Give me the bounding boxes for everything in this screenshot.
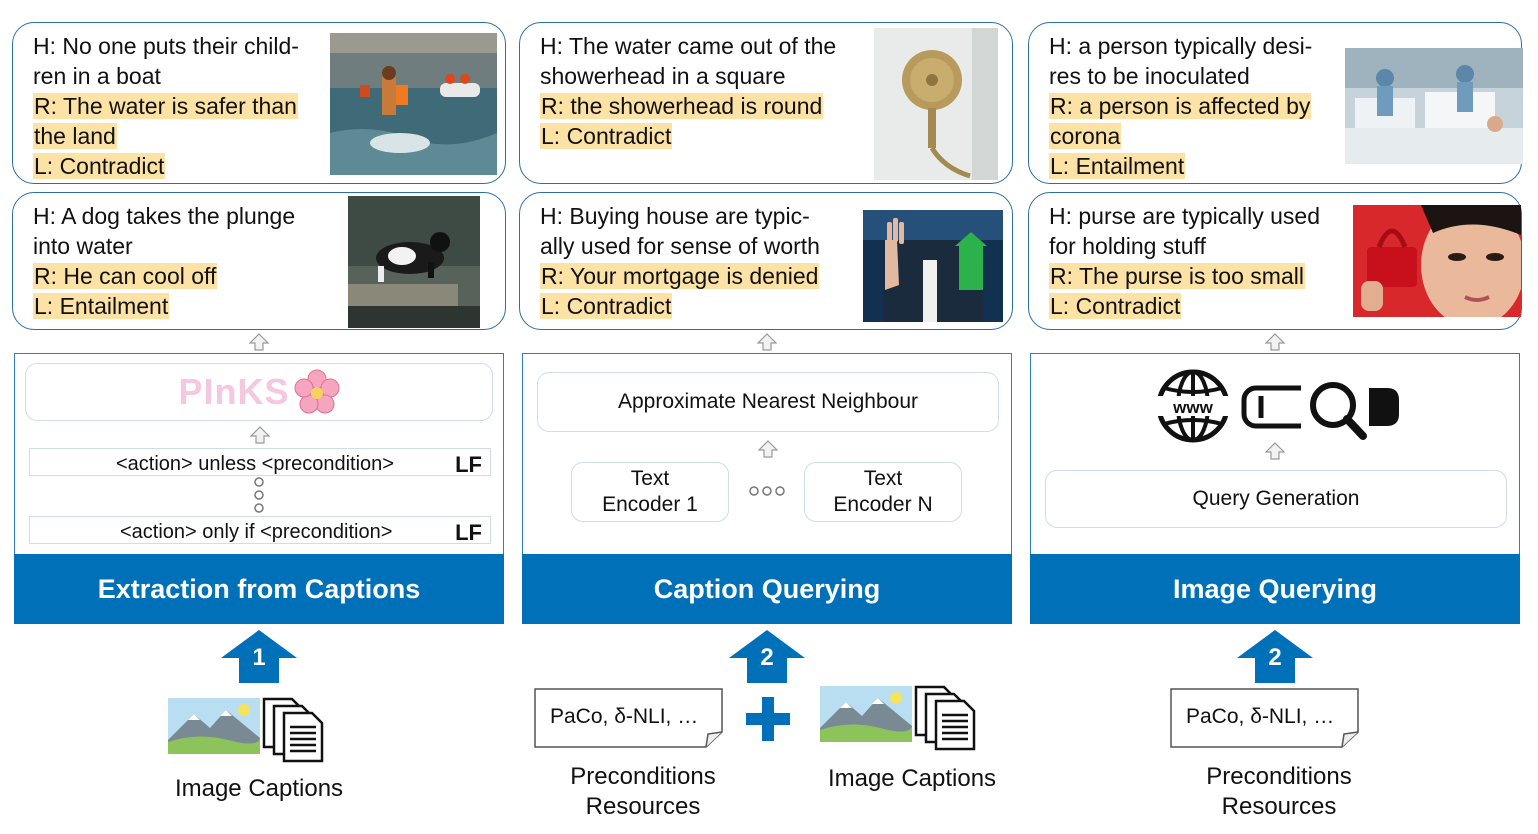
ellipsis-horizontal-icon xyxy=(749,486,785,496)
mountain-image-icon xyxy=(820,686,912,742)
hypothesis-line: for holding stuff xyxy=(1049,233,1206,259)
note-icon xyxy=(1170,688,1359,748)
lf-row-unless: <action> unless <precondition> LF xyxy=(29,448,491,477)
up-arrow-icon xyxy=(1265,333,1285,351)
hypothesis-line: H: The water came out of the xyxy=(540,33,837,59)
preconditions-resources-label: Preconditions Resources xyxy=(1206,763,1352,820)
up-arrow-icon xyxy=(1237,630,1313,683)
lf-pattern: <action> only if <precondition> xyxy=(120,521,393,543)
label-line: L: Entailment xyxy=(1049,153,1186,179)
step-arrow-3: 2 xyxy=(1235,628,1315,684)
hypothesis-line: res to be inoculated xyxy=(1049,63,1250,89)
example-card-col1-top: H: No one puts their child- ren in a boa… xyxy=(12,22,506,184)
resources-doc-text: PaCo, δ-NLI, … xyxy=(1186,705,1335,728)
example-text: H: No one puts their child- ren in a boa… xyxy=(33,31,299,181)
ann-box: Approximate Nearest Neighbour xyxy=(537,372,999,432)
hospital-ward-photo xyxy=(1345,48,1523,164)
hypothesis-line: H: a person typically desi- xyxy=(1049,33,1313,59)
encoder-label: Text xyxy=(863,467,903,490)
resources-doc-note: PaCo, δ-NLI, … xyxy=(1170,688,1360,748)
example-card-col3-bottom: H: purse are typically used for holding … xyxy=(1028,192,1522,330)
label-line: L: Contradict xyxy=(540,293,673,319)
beach-rescue-photo xyxy=(330,33,497,175)
example-text: H: Buying house are typic- ally used for… xyxy=(540,201,820,321)
hypothesis-line: into water xyxy=(33,233,133,259)
mountain-image-icon xyxy=(168,698,260,754)
example-text: H: A dog takes the plunge into water R: … xyxy=(33,201,295,321)
example-text: H: The water came out of the showerhead … xyxy=(540,31,836,151)
flower-icon xyxy=(294,369,339,414)
reason-line: R: The water is safer than xyxy=(33,93,298,119)
reason-line: corona xyxy=(1049,123,1122,149)
lf-tag: LF xyxy=(455,452,482,477)
resources-doc-text: PaCo, δ-NLI, … xyxy=(550,705,699,728)
documents-icon xyxy=(262,697,324,763)
hypothesis-line: H: No one puts their child- xyxy=(33,33,299,59)
showerhead-photo xyxy=(874,28,998,180)
up-arrow-icon xyxy=(249,333,269,351)
www-globe-icon: www xyxy=(1155,369,1231,443)
image-captions-label: Image Captions xyxy=(174,775,344,802)
svg-text:www: www xyxy=(1172,398,1213,417)
pinks-logo-box: PInKS xyxy=(25,363,493,421)
label-line: L: Contradict xyxy=(540,123,673,149)
documents-icon xyxy=(914,685,976,751)
hypothesis-line: ally used for sense of worth xyxy=(540,233,820,259)
image-querying-title-band: Image Querying xyxy=(1030,554,1520,624)
hypothesis-line: ren in a boat xyxy=(33,63,161,89)
label-line: L: Entailment xyxy=(33,293,170,319)
up-arrow-icon xyxy=(250,426,270,444)
up-arrow-icon xyxy=(758,440,778,458)
example-text: H: a person typically desi- res to be in… xyxy=(1049,31,1312,181)
step-number: 2 xyxy=(1268,644,1282,671)
hypothesis-line: H: Buying house are typic- xyxy=(540,203,810,229)
hypothesis-line: H: A dog takes the plunge xyxy=(33,203,296,229)
up-arrow-icon xyxy=(1265,442,1285,460)
caption-querying-title-band: Caption Querying xyxy=(522,554,1012,624)
lf-pattern: <action> unless <precondition> xyxy=(116,453,394,475)
encoder-label: Text xyxy=(630,467,670,490)
step-arrow-1: 1 xyxy=(219,628,299,684)
reason-line: R: The purse is too small xyxy=(1049,263,1305,289)
text-encoder-n-box: Text Encoder N xyxy=(804,462,962,522)
reason-line: R: the showerhead is round xyxy=(540,93,824,119)
label-line: L: Contradict xyxy=(1049,293,1182,319)
reason-line: R: He can cool off xyxy=(33,263,218,289)
mortgage-denied-photo xyxy=(863,210,1003,322)
note-icon xyxy=(534,688,723,748)
up-arrow-icon xyxy=(729,630,805,683)
step-number: 1 xyxy=(252,644,266,671)
reason-line: R: a person is affected by xyxy=(1049,93,1312,119)
preconditions-resources-label: Preconditions Resources xyxy=(570,763,716,820)
encoder-label: Encoder 1 xyxy=(602,493,698,516)
lf-tag: LF xyxy=(455,520,482,545)
image-captions-label: Image Captions xyxy=(827,765,997,792)
example-card-col2-top: H: The water came out of the showerhead … xyxy=(519,22,1013,184)
up-arrow-icon xyxy=(757,333,777,351)
extraction-title-band: Extraction from Captions xyxy=(14,554,504,624)
text-encoder-1-box: Text Encoder 1 xyxy=(571,462,729,522)
resources-doc-note: PaCo, δ-NLI, … xyxy=(534,688,724,748)
example-card-col1-bottom: H: A dog takes the plunge into water R: … xyxy=(12,192,506,330)
hypothesis-line: showerhead in a square xyxy=(540,63,786,89)
example-card-col3-top: H: a person typically desi- res to be in… xyxy=(1028,22,1523,184)
small-purse-photo xyxy=(1353,205,1521,317)
example-card-col2-bottom: H: Buying house are typic- ally used for… xyxy=(519,192,1013,330)
step-number: 2 xyxy=(760,644,774,671)
lf-row-only-if: <action> only if <precondition> LF xyxy=(29,516,491,545)
reason-line: R: Your mortgage is denied xyxy=(540,263,820,289)
label-line: L: Contradict xyxy=(33,153,166,179)
encoder-label: Encoder N xyxy=(833,493,933,516)
step-arrow-2: 2 xyxy=(727,628,807,684)
example-text: H: purse are typically used for holding … xyxy=(1049,201,1320,321)
plus-icon xyxy=(746,697,790,741)
dog-plunge-photo xyxy=(348,196,480,328)
search-bar-icon xyxy=(1241,378,1401,442)
reason-line: the land xyxy=(33,123,117,149)
hypothesis-line: H: purse are typically used xyxy=(1049,203,1321,229)
up-arrow-icon xyxy=(221,630,297,683)
query-generation-box: Query Generation xyxy=(1045,470,1507,528)
pinks-logo: PInKS xyxy=(178,371,290,412)
ellipsis-vertical-icon xyxy=(254,477,264,513)
